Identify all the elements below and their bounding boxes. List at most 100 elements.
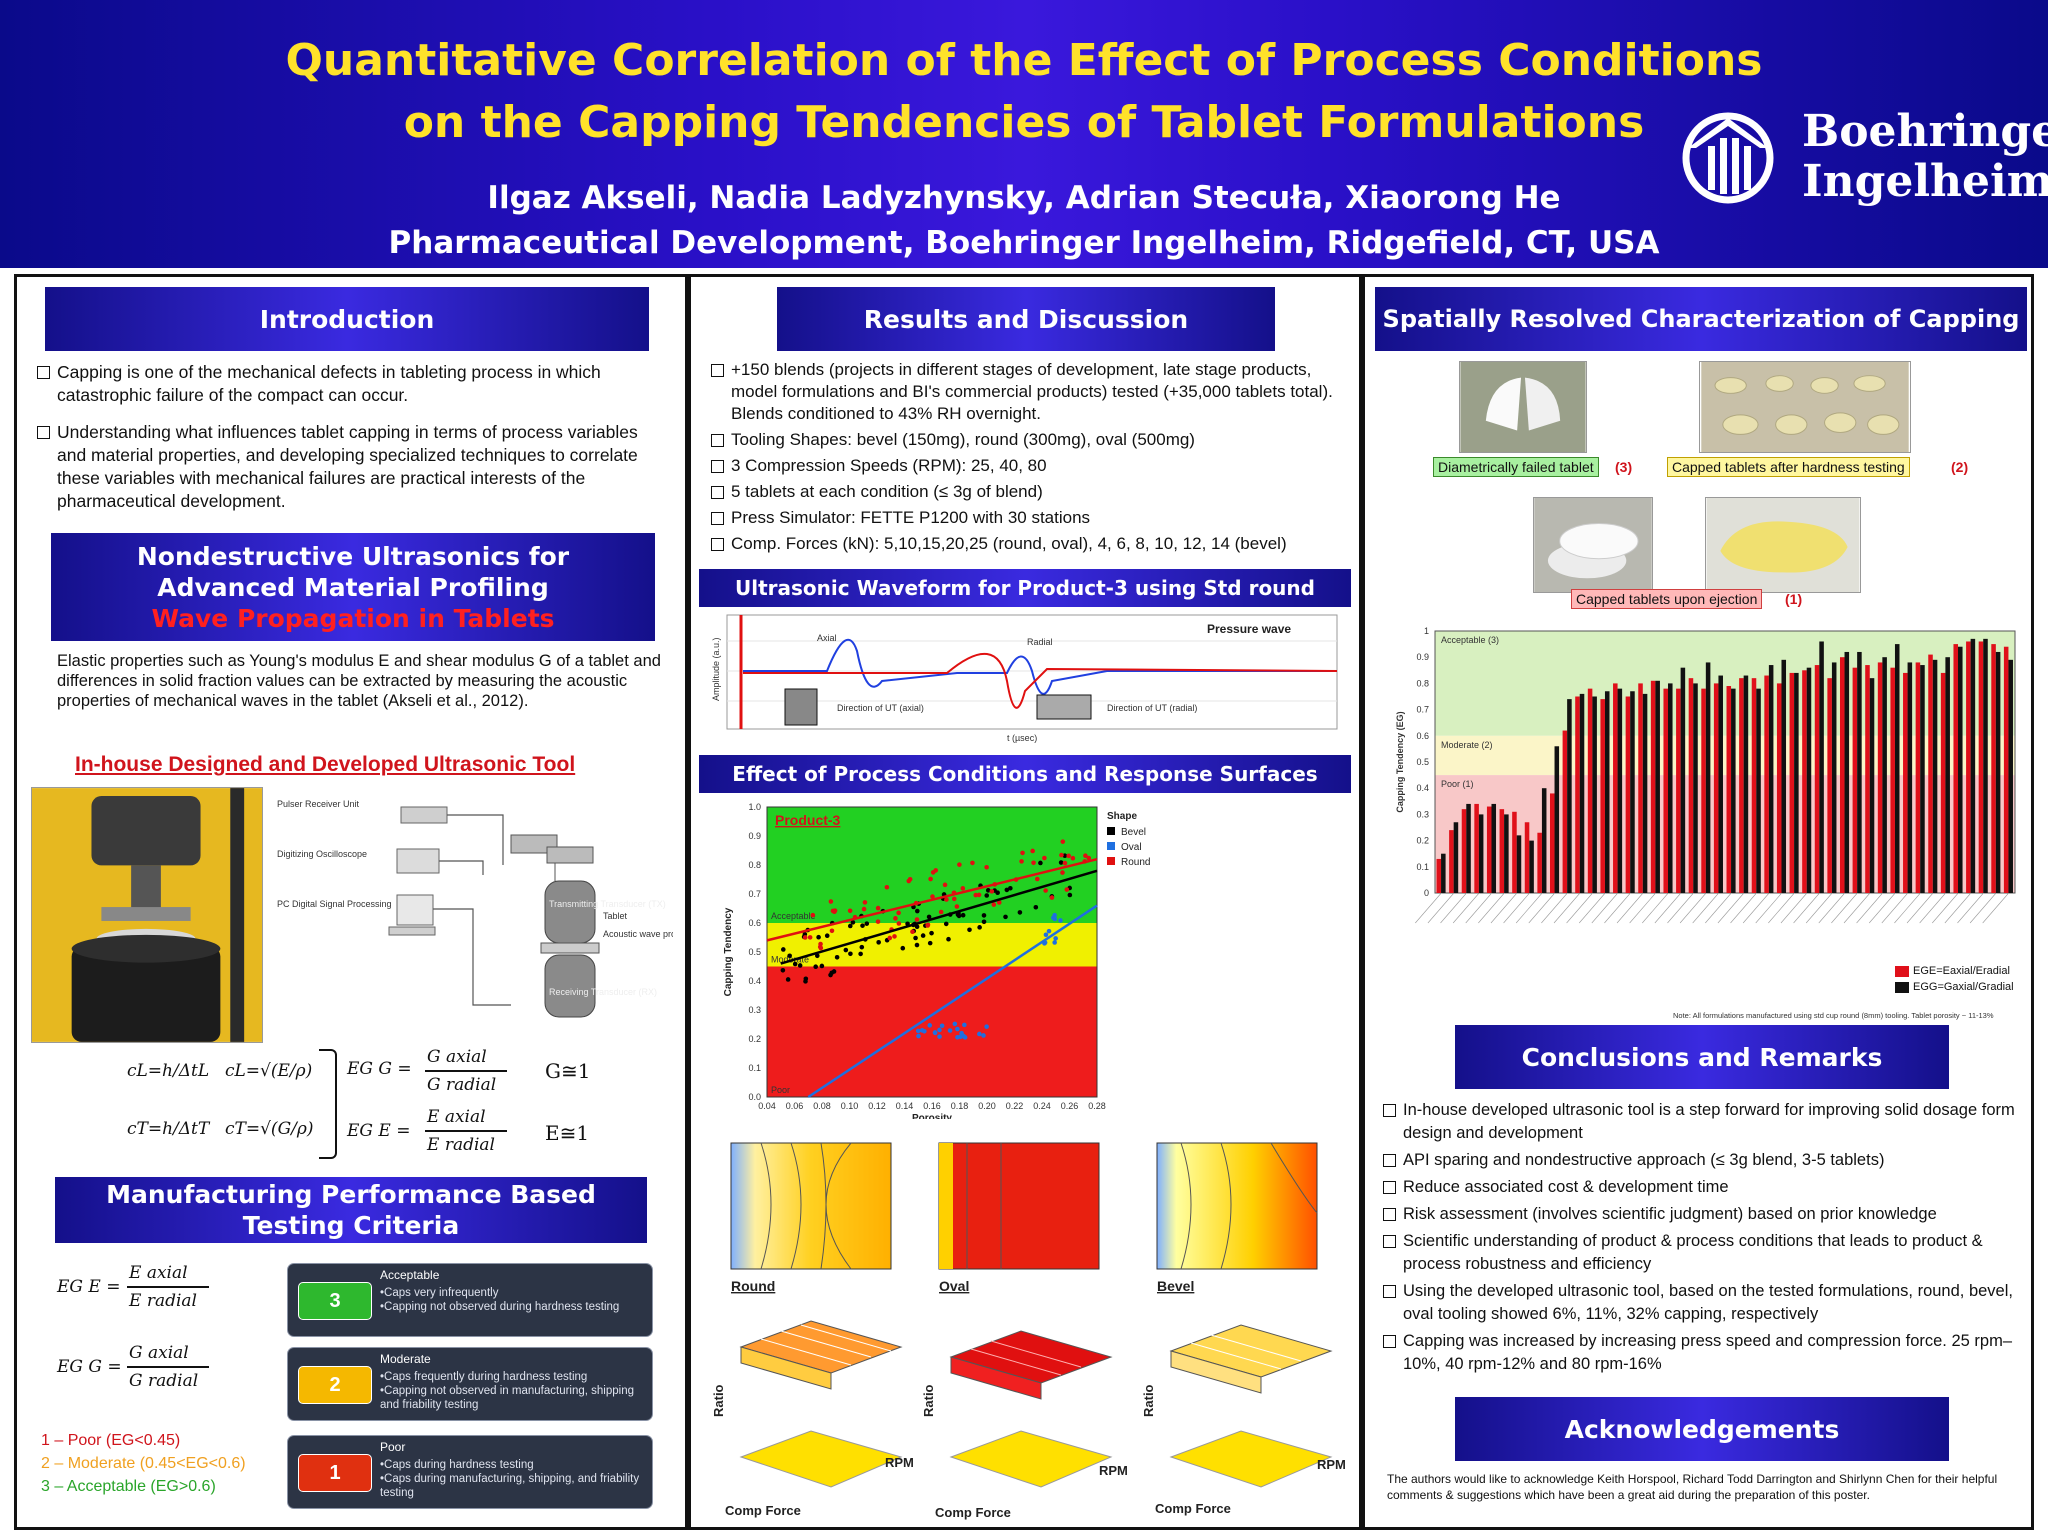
- scatter-point: [906, 878, 912, 884]
- bar: [1983, 638, 1988, 893]
- label-num-2: (2): [1951, 459, 1969, 475]
- bar: [1512, 811, 1517, 893]
- scatter-point: [1086, 855, 1092, 861]
- criteria-legend-poor: 1 – Poor (EG<0.45): [41, 1432, 181, 1449]
- criteria-legend-acceptable: 3 – Acceptable (EG>0.6): [41, 1478, 216, 1495]
- ultrasonics-heading-line3: Wave Propagation in Tablets: [151, 603, 555, 633]
- scatter-point: [925, 922, 931, 928]
- results-bullet: Press Simulator: FETTE P1200 with 30 sta…: [709, 507, 1349, 529]
- bar: [1806, 667, 1812, 893]
- bar: [1486, 806, 1492, 893]
- bar-x-tick: [1578, 892, 1606, 924]
- scatter-point: [1062, 860, 1068, 866]
- bar-x-tick: [1944, 892, 1972, 924]
- photo-capped-upon-ejection-1: [1533, 497, 1653, 593]
- scatter-point: [928, 876, 933, 882]
- scatter-point: [861, 906, 867, 912]
- scatter-x-tick: 0.16: [923, 1101, 941, 1111]
- waveform-xlabel: t (µsec): [1007, 733, 1037, 743]
- waveform-dir-axial: Direction of UT (axial): [837, 703, 924, 713]
- scatter-y-tick: 0.3: [748, 1005, 761, 1015]
- scatter-point: [913, 935, 918, 941]
- scatter-xlabel: Porosity: [912, 1113, 952, 1119]
- bar-y-tick: 0.2: [1416, 836, 1429, 846]
- bar: [1562, 730, 1568, 893]
- ultrasonic-tool-photo: [31, 787, 263, 1043]
- criteria-title: Acceptable: [380, 1268, 440, 1282]
- bar-x-tick: [1717, 892, 1745, 924]
- scatter-point: [850, 920, 856, 925]
- schematic-label: Receiving Transducer (RX): [549, 987, 657, 997]
- scatter-point: [818, 945, 824, 951]
- surface-round: [739, 1320, 903, 1488]
- bar: [1928, 654, 1933, 893]
- bar: [1940, 672, 1946, 893]
- scatter-y-tick: 0.2: [748, 1034, 761, 1044]
- bar-ylabel: Capping Tendency (EG): [1395, 711, 1405, 812]
- scatter-point: [1017, 910, 1023, 915]
- bar-y-tick: 0.4: [1416, 783, 1429, 793]
- equation-egg: EG G =: [347, 1059, 412, 1079]
- scatter-point: [824, 933, 830, 939]
- results-heading: Results and Discussion: [777, 287, 1275, 351]
- scatter-point: [802, 935, 808, 940]
- scatter-point: [1033, 904, 1039, 910]
- scatter-point: [900, 945, 906, 951]
- bar: [1625, 696, 1631, 893]
- scatter-point: [937, 1027, 942, 1033]
- bar-y-tick: 0.3: [1416, 809, 1429, 819]
- g-approx: G≅1: [545, 1059, 591, 1083]
- bar: [1794, 672, 1799, 893]
- scatter-point: [981, 913, 987, 918]
- scatter-point: [819, 963, 825, 969]
- photo-diametrically-failed-tablet: [1459, 361, 1587, 453]
- bar: [1731, 688, 1736, 893]
- photo-capped-after-hardness: [1699, 361, 1911, 453]
- scatter-point: [832, 909, 837, 915]
- bar: [1504, 814, 1509, 893]
- bar: [1478, 814, 1484, 893]
- scatter-x-tick: 0.28: [1088, 1101, 1106, 1111]
- bar-x-tick: [1591, 892, 1619, 924]
- scatter-point: [1008, 885, 1013, 891]
- scatter-point: [780, 967, 786, 973]
- bar-x-tick: [1667, 892, 1694, 924]
- scatter-x-tick: 0.20: [978, 1101, 996, 1111]
- scatter-zone: [767, 807, 1097, 923]
- bar-x-tick: [1730, 892, 1757, 924]
- surface-ratio-label: Ratio: [1141, 1384, 1156, 1417]
- scatter-point: [1038, 860, 1043, 866]
- bar-x-tick: [1604, 892, 1631, 924]
- scatter-point: [962, 1035, 968, 1040]
- scatter-point: [960, 912, 966, 918]
- scatter-point: [859, 944, 865, 950]
- bar: [1600, 699, 1605, 893]
- scatter-x-tick: 0.18: [951, 1101, 969, 1111]
- bar: [1688, 678, 1694, 893]
- bar: [1680, 667, 1686, 893]
- label-capped-upon-ejection: Capped tablets upon ejection: [1571, 589, 1763, 609]
- criteria-badge: 2: [298, 1366, 372, 1404]
- ack-text: The authors would like to acknowledge Ke…: [1387, 1472, 1998, 1502]
- bar: [1638, 683, 1643, 893]
- waveform-pressure-label: Pressure wave: [1207, 622, 1291, 636]
- criteria-e-radial: E radial: [129, 1291, 197, 1311]
- conclusion-bullet: Capping was increased by increasing pres…: [1381, 1330, 2021, 1376]
- equation-g-radial: G radial: [427, 1075, 497, 1095]
- bar-x-tick: [1906, 892, 1934, 924]
- criteria-heading: Manufacturing Performance Based Testing …: [55, 1177, 647, 1243]
- bar: [1441, 853, 1446, 893]
- scatter-point: [1003, 914, 1008, 920]
- bar-x-tick: [1541, 892, 1568, 924]
- scatter-point: [1060, 839, 1066, 844]
- scatter-point: [1043, 888, 1048, 893]
- bar: [1579, 693, 1585, 893]
- bar: [1852, 667, 1858, 893]
- bar: [1781, 659, 1787, 893]
- poster-title-line1: Quantitative Correlation of the Effect o…: [285, 35, 1763, 86]
- column-middle: Results and Discussion +150 blends (proj…: [688, 274, 1362, 1530]
- scatter-point: [1059, 852, 1064, 858]
- scatter-point: [816, 934, 821, 940]
- scatter-y-tick: 0.5: [748, 947, 761, 957]
- authors: Ilgaz Akseli, Nadia Ladyzhynsky, Adrian …: [487, 180, 1561, 216]
